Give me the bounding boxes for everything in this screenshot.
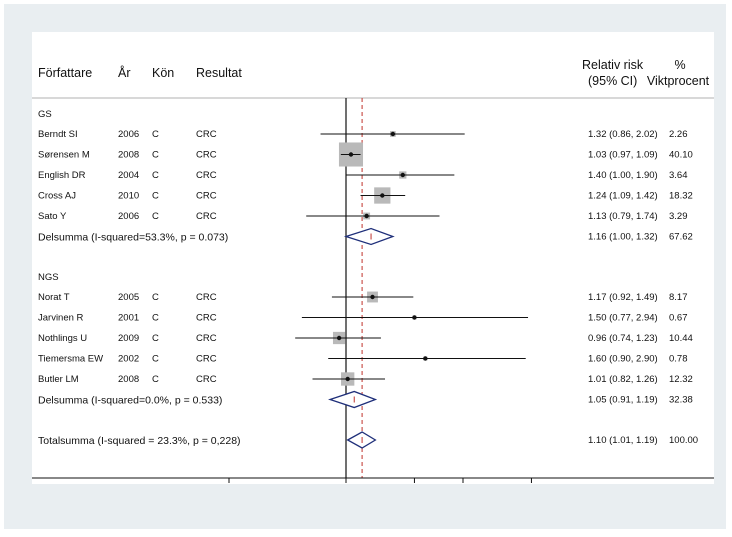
study-outcome: CRC: [196, 150, 217, 161]
study-outcome: CRC: [196, 129, 217, 140]
study-ci-text: 1.60 (0.90, 2.90): [588, 354, 658, 365]
subtotal-diamond: [343, 227, 395, 246]
header-ci: (95% CI): [588, 74, 637, 88]
study-author: Sato Y: [38, 211, 67, 222]
study-point-estimate: [370, 294, 375, 300]
study-sex: C: [152, 129, 159, 140]
study-author: Sørensen M: [38, 150, 90, 161]
study-sex: C: [152, 374, 159, 385]
study-weight-text: 18.32: [669, 191, 693, 202]
study-weight-text: 3.29: [669, 211, 688, 222]
overall-weight-text: 100.00: [669, 435, 698, 446]
study-weight-text: 8.17: [669, 292, 688, 303]
study-weight-text: 10.44: [669, 333, 693, 344]
forest-plot: Författare År Kön Resultat Relativ risk (95% …: [32, 58, 714, 483]
study-point-estimate: [400, 172, 405, 178]
study-point-estimate: [390, 131, 396, 137]
study-author: Berndt SI: [38, 129, 78, 140]
study-year: 2005: [118, 292, 139, 303]
study-year: 2006: [118, 129, 139, 140]
study-year: 2001: [118, 313, 139, 324]
study-sex: C: [152, 150, 159, 161]
study-outcome: CRC: [196, 292, 217, 303]
subtotal-diamond: [328, 390, 378, 409]
study-year: 2010: [118, 191, 139, 202]
study-weight-text: 0.67: [669, 313, 688, 324]
study-sex: C: [152, 333, 159, 344]
study-year: 2009: [118, 333, 139, 344]
study-ci-text: 1.01 (0.82, 1.26): [588, 374, 658, 385]
overall-diamond: [346, 431, 377, 449]
subtotal-ci-text: 1.16 (1.00, 1.32): [588, 232, 658, 243]
study-point-estimate: [345, 376, 350, 382]
study-weight-text: 12.32: [669, 374, 693, 385]
study-sex: C: [152, 313, 159, 324]
header-outcome: Resultat: [196, 66, 242, 80]
study-year: 2008: [118, 374, 139, 385]
header-author: Författare: [38, 66, 92, 80]
study-ci-text: 0.96 (0.74, 1.23): [588, 333, 658, 344]
study-author: Jarvinen R: [38, 313, 84, 324]
study-ci-text: 1.50 (0.77, 2.94): [588, 313, 658, 324]
study-point-estimate: [412, 315, 417, 320]
study-sex: C: [152, 170, 159, 181]
study-year: 2006: [118, 211, 139, 222]
study-outcome: CRC: [196, 374, 217, 385]
study-year: 2002: [118, 354, 139, 365]
header-weight-symbol: %: [674, 58, 685, 72]
study-weight-text: 2.26: [669, 129, 688, 140]
group-label: GS: [38, 109, 52, 120]
study-author: Tiemersma EW: [38, 354, 103, 365]
overall-label: Totalsumma (I-squared = 23.3%, p = 0,228…: [38, 435, 241, 447]
study-ci-text: 1.40 (1.00, 1.90): [588, 170, 658, 181]
subtotal-weight-text: 67.62: [669, 232, 693, 243]
subtotal-ci-text: 1.05 (0.91, 1.19): [588, 395, 658, 406]
study-sex: C: [152, 354, 159, 365]
study-year: 2008: [118, 150, 139, 161]
header-year: År: [118, 65, 131, 80]
study-weight-text: 3.64: [669, 170, 688, 181]
study-author: English DR: [38, 170, 86, 181]
study-author: Norat T: [38, 292, 70, 303]
study-author: Cross AJ: [38, 191, 76, 202]
subtotal-label: Delsumma (I-squared=0.0%, p = 0.533): [38, 395, 222, 407]
study-outcome: CRC: [196, 211, 217, 222]
study-outcome: CRC: [196, 170, 217, 181]
study-ci-text: 1.03 (0.97, 1.09): [588, 150, 658, 161]
study-point-estimate: [380, 193, 385, 198]
study-author: Nothlings U: [38, 333, 87, 344]
study-point-estimate: [336, 335, 342, 341]
study-outcome: CRC: [196, 333, 217, 344]
study-author: Butler LM: [38, 374, 79, 385]
study-point-estimate: [423, 356, 428, 361]
forest-plot-panel: Författare År Kön Resultat Relativ risk (95% …: [32, 32, 714, 484]
study-ci-text: 1.13 (0.79, 1.74): [588, 211, 658, 222]
study-ci-text: 1.32 (0.86, 2.02): [588, 129, 658, 140]
study-point-estimate: [364, 213, 369, 219]
study-outcome: CRC: [196, 191, 217, 202]
study-ci-text: 1.24 (1.09, 1.42): [588, 191, 658, 202]
overall-ci-text: 1.10 (1.01, 1.19): [588, 435, 658, 446]
subtotal-weight-text: 32.38: [669, 395, 693, 406]
study-year: 2004: [118, 170, 139, 181]
study-weight-text: 0.78: [669, 354, 688, 365]
study-sex: C: [152, 292, 159, 303]
figure-frame: Författare År Kön Resultat Relativ risk (95% …: [4, 4, 726, 529]
study-outcome: CRC: [196, 354, 217, 365]
header-rr: Relativ risk: [582, 58, 644, 72]
study-weight-text: 40.10: [669, 150, 693, 161]
study-point-estimate: [348, 152, 354, 157]
study-sex: C: [152, 191, 159, 202]
group-label: NGS: [38, 272, 59, 283]
study-ci-text: 1.17 (0.92, 1.49): [588, 292, 658, 303]
header-sex: Kön: [152, 66, 174, 80]
study-outcome: CRC: [196, 313, 217, 324]
subtotal-label: Delsumma (I-squared=53.3%, p = 0.073): [38, 232, 228, 244]
header-weight: Viktprocent: [647, 74, 710, 88]
study-sex: C: [152, 211, 159, 222]
